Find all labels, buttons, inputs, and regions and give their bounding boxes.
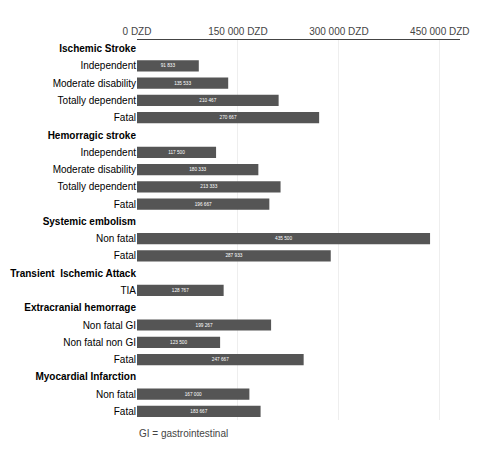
svg-text:287 933: 287 933 xyxy=(225,253,242,258)
svg-text:196 667: 196 667 xyxy=(195,202,212,207)
svg-text:128 767: 128 767 xyxy=(172,288,189,293)
svg-text:Transient Ischemic Attack: Transient Ischemic Attack xyxy=(10,268,136,279)
svg-text:0 DZD: 0 DZD xyxy=(123,26,152,37)
svg-text:117 500: 117 500 xyxy=(168,150,185,155)
svg-text:210 467: 210 467 xyxy=(199,98,216,103)
svg-text:150 000 DZD: 150 000 DZD xyxy=(208,26,267,37)
svg-text:Moderate disability: Moderate disability xyxy=(53,78,136,89)
svg-text:Non fatal GI: Non fatal GI xyxy=(83,320,136,331)
svg-text:Moderate disability: Moderate disability xyxy=(53,164,136,175)
svg-text:Non fatal non GI: Non fatal non GI xyxy=(63,337,136,348)
svg-text:435 500: 435 500 xyxy=(275,236,292,241)
svg-text:167 000: 167 000 xyxy=(185,392,202,397)
svg-text:213 333: 213 333 xyxy=(200,184,217,189)
svg-text:183 667: 183 667 xyxy=(190,409,207,414)
svg-text:199 267: 199 267 xyxy=(196,323,213,328)
svg-text:Hemorragic stroke: Hemorragic stroke xyxy=(48,130,137,141)
svg-text:Systemic embolism: Systemic embolism xyxy=(43,216,136,227)
svg-text:180 333: 180 333 xyxy=(189,167,206,172)
svg-text:Totally dependent: Totally dependent xyxy=(58,181,137,192)
svg-text:Fatal: Fatal xyxy=(114,406,136,417)
svg-text:Fatal: Fatal xyxy=(114,199,136,210)
svg-text:Extracranial hemorrage: Extracranial hemorrage xyxy=(24,302,136,313)
svg-text:Fatal: Fatal xyxy=(114,354,136,365)
svg-text:Myocardial Infarction: Myocardial Infarction xyxy=(35,371,136,382)
svg-text:123 500: 123 500 xyxy=(170,340,187,345)
svg-text:Independent: Independent xyxy=(80,147,136,158)
svg-text:Totally dependent: Totally dependent xyxy=(58,95,137,106)
svg-text:135 533: 135 533 xyxy=(174,81,191,86)
svg-text:Independent: Independent xyxy=(80,60,136,71)
svg-text:Ischemic Stroke: Ischemic Stroke xyxy=(59,43,136,54)
svg-text:Fatal: Fatal xyxy=(114,112,136,123)
svg-text:TIA: TIA xyxy=(120,285,136,296)
svg-text:300 000 DZD: 300 000 DZD xyxy=(309,26,368,37)
svg-text:Non fatal: Non fatal xyxy=(96,389,136,400)
svg-text:450 000 DZD: 450 000 DZD xyxy=(410,26,469,37)
svg-text:270 667: 270 667 xyxy=(220,115,237,120)
svg-text:Non fatal: Non fatal xyxy=(96,233,136,244)
svg-text:247 667: 247 667 xyxy=(212,357,229,362)
svg-text:91 833: 91 833 xyxy=(161,63,176,68)
svg-text:GI = gastrointestinal: GI = gastrointestinal xyxy=(139,428,228,439)
svg-text:Fatal: Fatal xyxy=(114,250,136,261)
